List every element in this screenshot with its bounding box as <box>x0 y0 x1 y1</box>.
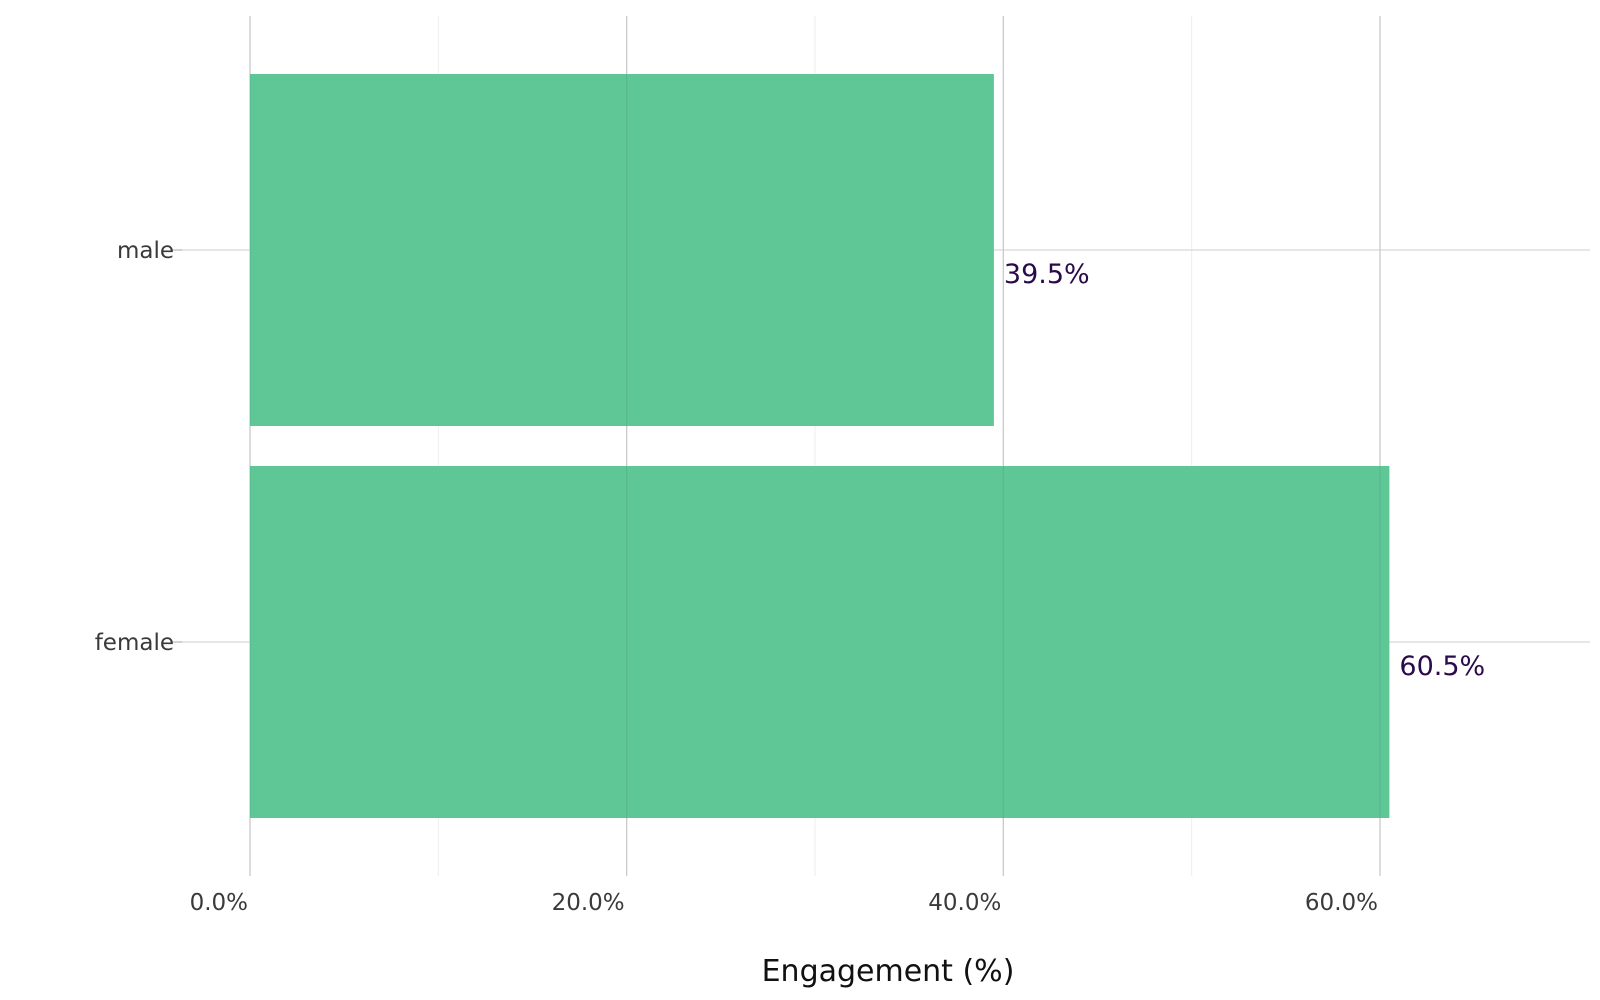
bar-female <box>250 466 1390 818</box>
bars <box>250 74 1390 818</box>
x-axis: 0.0% 20.0% 40.0% 60.0% <box>190 890 1378 916</box>
x-tick-label: 20.0% <box>552 890 625 916</box>
data-label-female: 60.5% <box>1399 651 1485 682</box>
data-labels: 39.5% 60.5% <box>249 16 1485 876</box>
x-tick-label: 40.0% <box>928 890 1001 916</box>
y-tick-label-male: male <box>117 238 174 264</box>
bar-male <box>250 74 994 426</box>
y-tick-label-female: female <box>95 630 174 656</box>
x-axis-title: Engagement (%) <box>762 954 1015 989</box>
x-tick-label: 0.0% <box>190 890 248 916</box>
x-tick-label: 60.0% <box>1305 890 1378 916</box>
data-label-male: 39.5% <box>1004 259 1090 290</box>
y-axis: male female <box>95 238 182 656</box>
